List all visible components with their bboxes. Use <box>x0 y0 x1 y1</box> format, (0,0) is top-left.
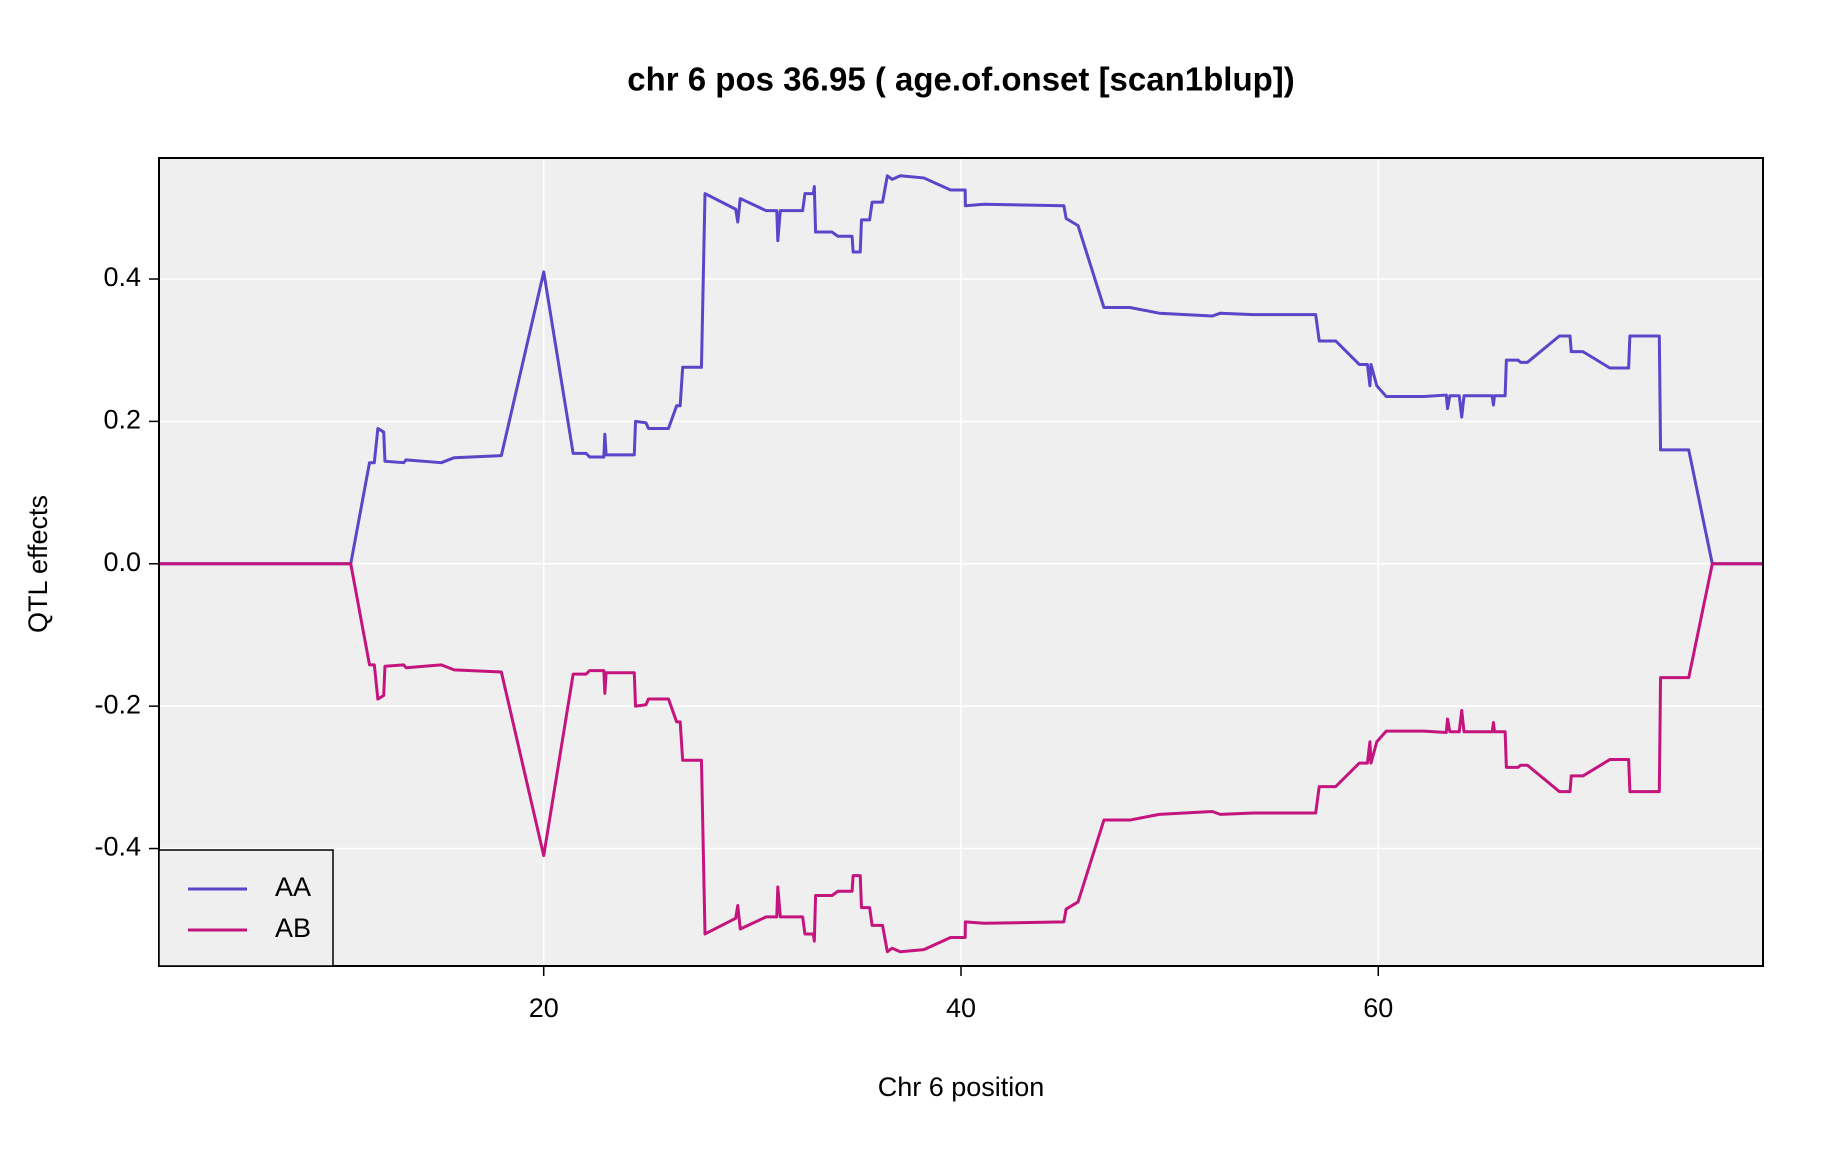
y-tick-label: 0.4 <box>103 262 141 292</box>
legend-label: AB <box>275 913 311 943</box>
series-line <box>159 562 1763 954</box>
y-tick-label: -0.2 <box>94 689 141 719</box>
legend-box <box>158 849 334 967</box>
x-tick-label: 40 <box>946 993 976 1023</box>
x-tick-label: 20 <box>529 993 559 1023</box>
y-tick-label: 0.2 <box>103 405 141 435</box>
chart-title: chr 6 pos 36.95 ( age.of.onset [scan1blu… <box>627 61 1295 98</box>
y-tick-label: -0.4 <box>94 832 141 862</box>
x-axis-label: Chr 6 position <box>878 1072 1045 1102</box>
legend-label: AA <box>275 872 311 902</box>
plot-frame <box>158 157 1764 967</box>
series-line <box>159 174 1763 566</box>
y-axis-label: QTL effects <box>23 495 53 633</box>
x-tick-label: 60 <box>1363 993 1393 1023</box>
y-tick-label: 0.0 <box>103 547 141 577</box>
